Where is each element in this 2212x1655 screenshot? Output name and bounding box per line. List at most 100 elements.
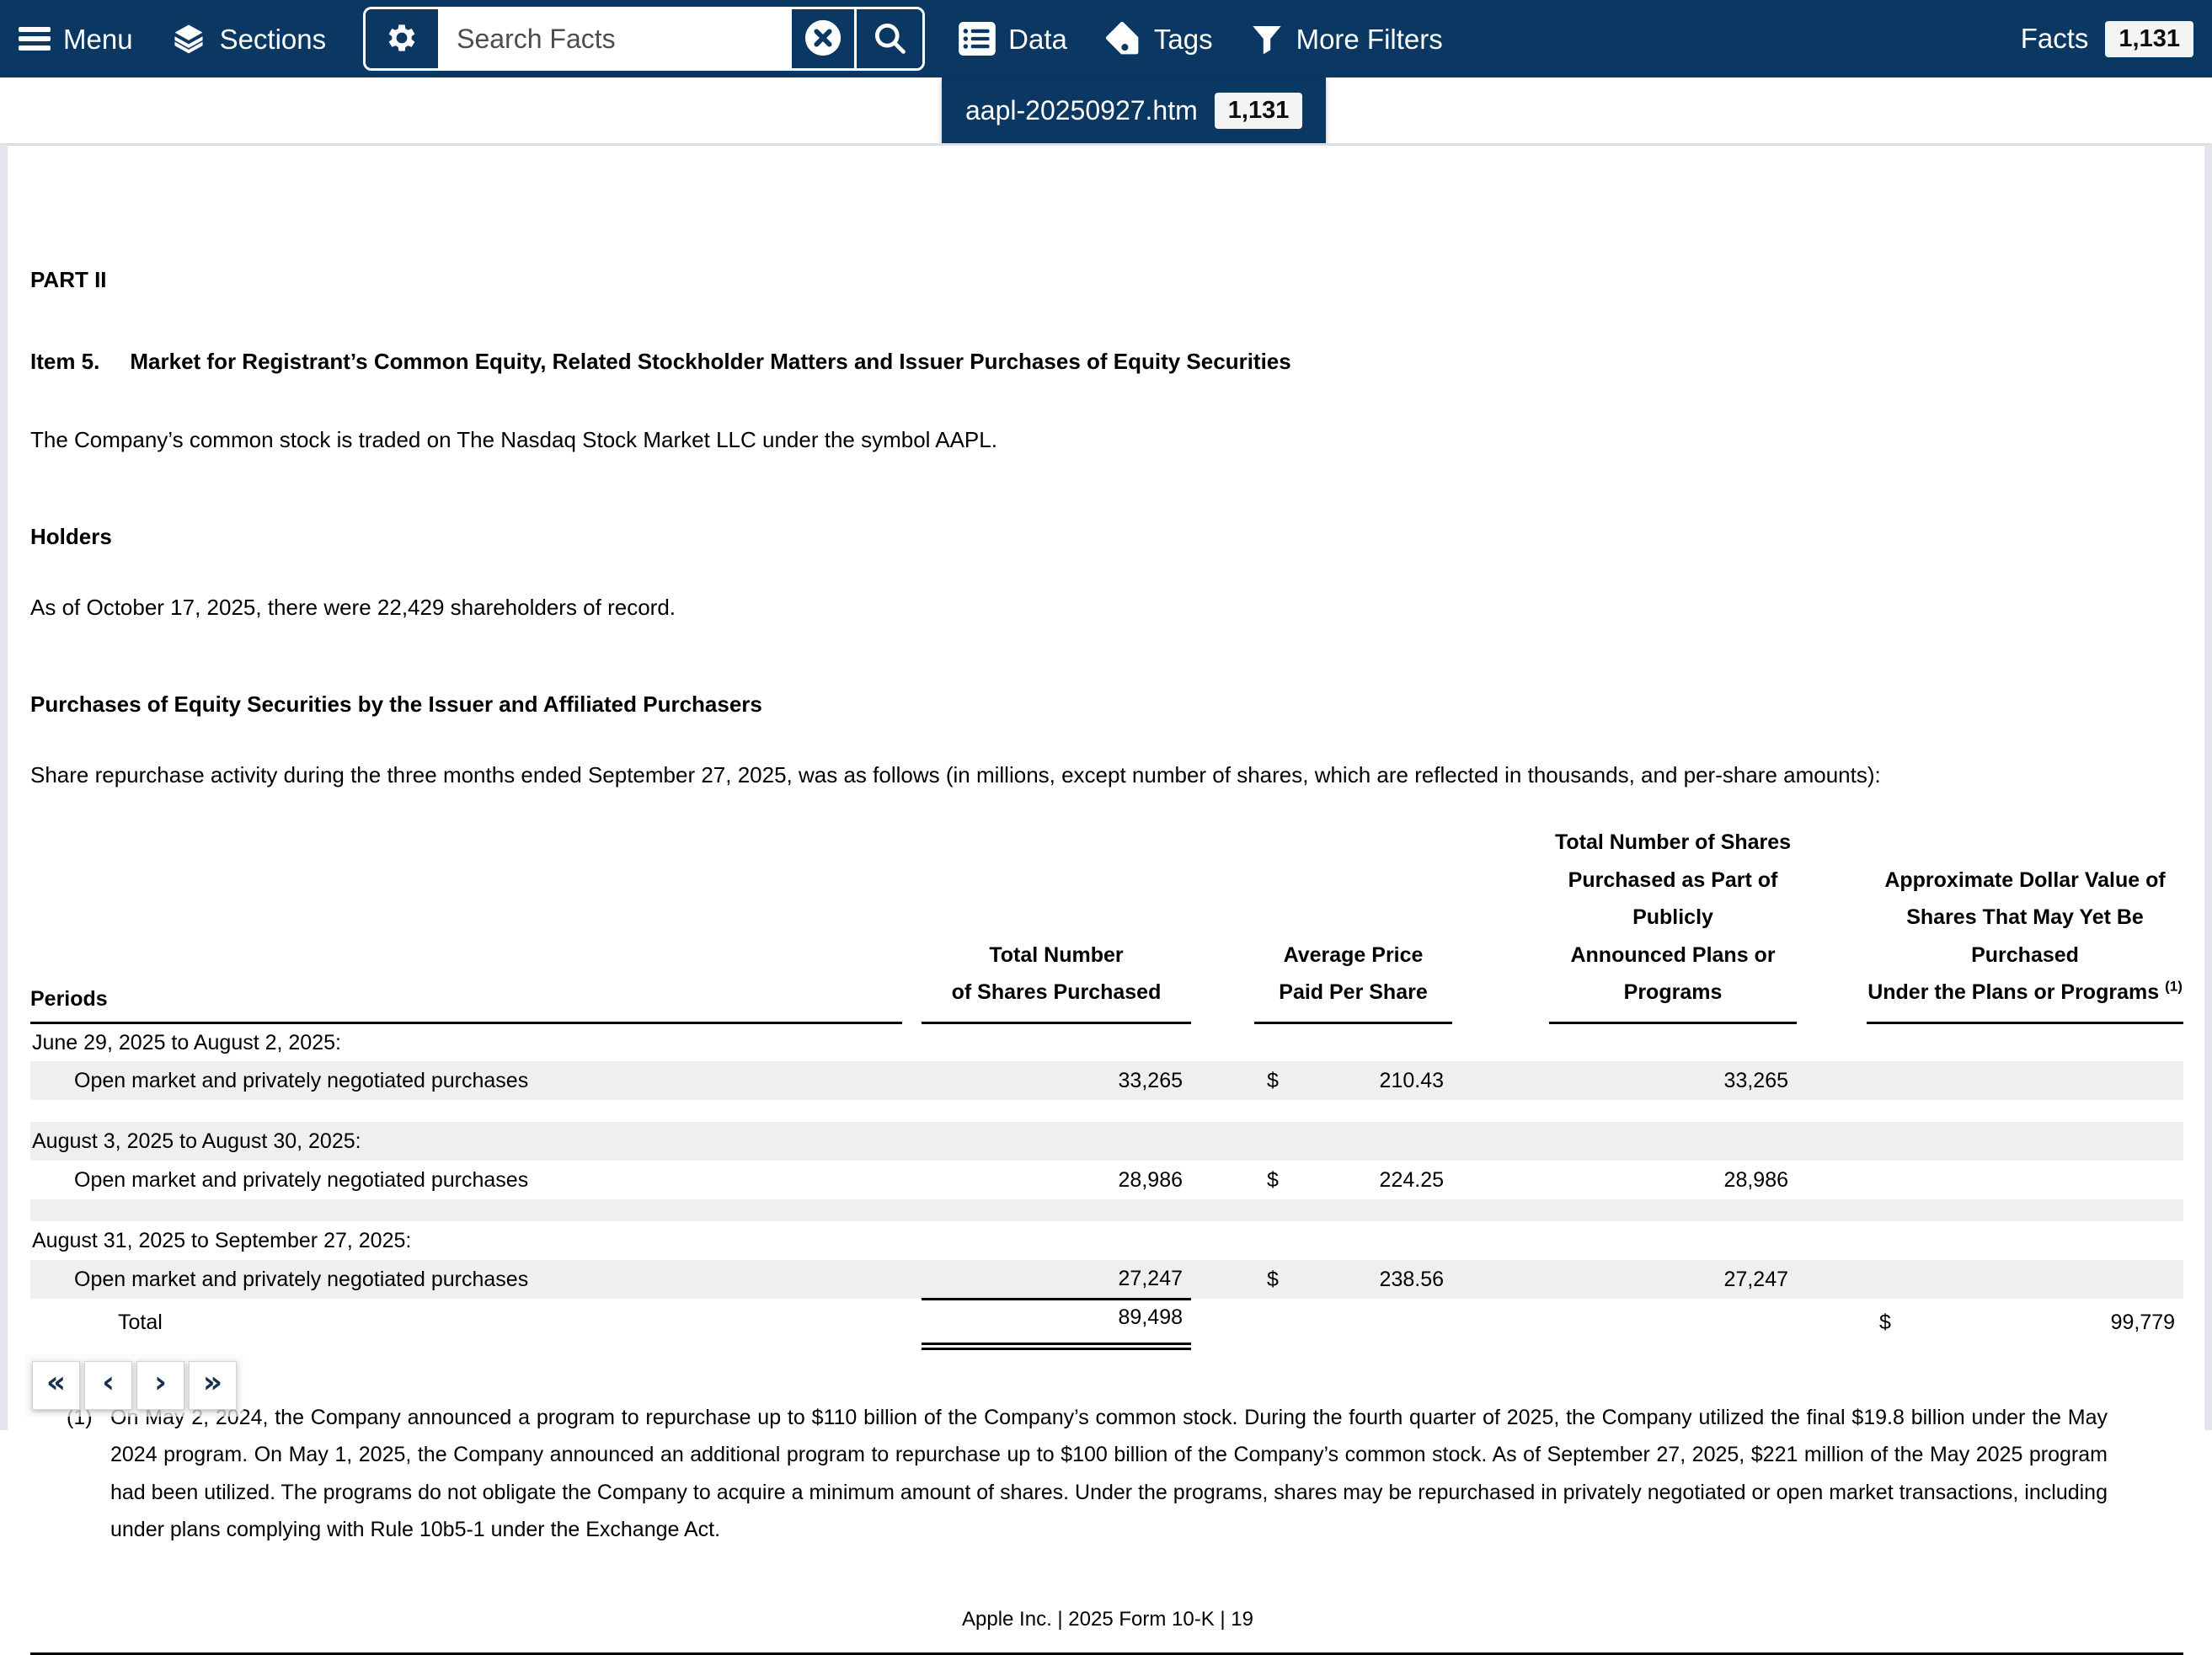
table-row-spacer xyxy=(30,1199,2184,1222)
col-header-average-price: Average Price Paid Per Share xyxy=(1254,824,1453,1024)
last-page-button[interactable]: » xyxy=(189,1361,237,1410)
tab-document-aapl[interactable]: aapl-20250927.htm 1,131 xyxy=(942,77,1327,143)
table-cell xyxy=(902,1260,922,1299)
table-cell xyxy=(1191,1299,1254,1346)
menu-button[interactable]: Menu xyxy=(19,25,133,53)
gear-icon xyxy=(383,19,420,59)
sections-button[interactable]: Sections xyxy=(170,20,327,57)
empty-cell xyxy=(1867,1161,1913,1199)
shares-purchased-value[interactable]: 33,265 xyxy=(1118,1068,1183,1092)
table-cell xyxy=(1191,1260,1254,1299)
funnel-icon xyxy=(1250,21,1284,56)
first-page-button[interactable]: « xyxy=(32,1361,80,1410)
header-gap xyxy=(1191,824,1254,1022)
search-icon xyxy=(871,19,908,59)
currency-symbol: $ xyxy=(1267,1267,1279,1291)
total-shares-value[interactable]: 89,498 xyxy=(922,1299,1191,1350)
table-cell xyxy=(1452,1299,1549,1346)
data-button[interactable]: Data xyxy=(959,22,1067,56)
table-row-data: Open market and privately negotiated pur… xyxy=(30,1260,2184,1300)
header-gap xyxy=(902,824,922,1022)
item5-heading: Item 5. Market for Registrant’s Common Eq… xyxy=(30,349,2185,375)
layers-icon xyxy=(170,20,207,57)
page-footer: Apple Inc. | 2025 Form 10-K | 19 xyxy=(962,1607,1253,1631)
sections-label: Sections xyxy=(219,23,327,55)
tags-button[interactable]: Tags xyxy=(1104,20,1213,57)
plan-shares-value[interactable]: 28,986 xyxy=(1723,1167,1789,1192)
empty-cell xyxy=(1549,1299,1797,1346)
average-price-value[interactable]: 210.43 xyxy=(1379,1068,1445,1092)
col-header-dollar-value-text: Under the Plans or Programs xyxy=(1867,980,2160,1005)
col-header-total-shares: Total Number of Shares Purchased xyxy=(922,824,1191,1024)
spacer-row xyxy=(30,1100,2183,1122)
data-list-icon xyxy=(959,22,996,56)
col-header-dollar-value-lines: Approximate Dollar Value of Shares That … xyxy=(1884,868,2166,967)
plan-shares-value[interactable]: 27,247 xyxy=(1723,1267,1789,1291)
clear-search-button[interactable] xyxy=(792,9,855,68)
search-group xyxy=(363,7,926,71)
tab-filename: aapl-20250927.htm xyxy=(965,94,1198,125)
table-row-period: June 29, 2025 to August 2, 2025: xyxy=(30,1022,2183,1061)
table-cell xyxy=(1452,1161,1549,1199)
search-settings-button[interactable] xyxy=(366,9,439,68)
table-cell xyxy=(1797,1260,1867,1299)
repurchase-table-body: June 29, 2025 to August 2, 2025: Open mar… xyxy=(30,1022,2184,1350)
header-gap xyxy=(1452,824,1549,1022)
average-price-value[interactable]: 238.56 xyxy=(1379,1267,1445,1291)
circle-x-icon xyxy=(804,19,842,60)
remaining-dollar-value[interactable]: 99,779 xyxy=(2110,1310,2176,1334)
footnote-1: (1) On May 2, 2024, the Company announce… xyxy=(67,1399,2185,1549)
empty-cell xyxy=(1867,1260,1913,1299)
footer-rule xyxy=(30,1652,2183,1655)
empty-cell xyxy=(1913,1161,2183,1199)
tab-bar: aapl-20250927.htm 1,131 xyxy=(0,77,2212,143)
table-cell xyxy=(1191,1061,1254,1100)
currency-symbol: $ xyxy=(1267,1167,1279,1192)
plan-shares-value[interactable]: 33,265 xyxy=(1723,1068,1789,1092)
repurchase-intro-paragraph: Share repurchase activity during the thr… xyxy=(30,762,1881,788)
table-cell xyxy=(1797,1299,1867,1346)
table-row-period: August 31, 2025 to September 27, 2025: xyxy=(30,1221,2183,1260)
table-cell xyxy=(902,1299,922,1346)
facts-count-badge[interactable]: 1,131 xyxy=(2105,20,2193,57)
facts-counter: Facts 1,131 xyxy=(2020,20,2193,57)
table-header-row: Periods Total Number of Shares Purchased… xyxy=(30,824,2184,1024)
search-divider xyxy=(854,9,858,68)
shares-purchased-value[interactable]: 28,986 xyxy=(1118,1167,1183,1192)
item-number: Item 5. xyxy=(30,349,100,374)
col-header-periods: Periods xyxy=(30,824,902,1024)
row-label: Open market and privately negotiated pur… xyxy=(74,1267,529,1291)
col-header-dollar-value: Approximate Dollar Value of Shares That … xyxy=(1867,824,2184,1024)
table-row-data: Open market and privately negotiated pur… xyxy=(30,1161,2183,1199)
footnote-reference: (1) xyxy=(2165,978,2183,995)
row-label: Open market and privately negotiated pur… xyxy=(74,1068,529,1092)
previous-page-button[interactable]: ‹ xyxy=(84,1361,132,1410)
table-cell xyxy=(1452,1260,1549,1299)
period-label: August 31, 2025 to September 27, 2025: xyxy=(32,1228,412,1252)
table-cell xyxy=(902,1161,922,1199)
page-navigation: « ‹ › » xyxy=(25,1354,243,1417)
spacer-row xyxy=(30,1199,2183,1221)
search-input[interactable] xyxy=(438,9,793,68)
tag-icon xyxy=(1104,20,1141,57)
more-filters-button[interactable]: More Filters xyxy=(1250,21,1443,56)
menu-label: Menu xyxy=(63,23,133,55)
table-row-spacer xyxy=(30,1100,2183,1122)
facts-label: Facts xyxy=(2020,23,2089,54)
footnote-marker: (1) xyxy=(67,1405,93,1429)
header-gap xyxy=(1797,824,1867,1022)
empty-cell xyxy=(1867,1061,1913,1100)
average-price-value[interactable]: 224.25 xyxy=(1379,1167,1445,1192)
table-row-total: Total 89,498 $99,779 xyxy=(30,1299,2183,1350)
shares-purchased-value[interactable]: 27,247 xyxy=(922,1260,1191,1300)
table-cell xyxy=(1452,1061,1549,1100)
hamburger-icon xyxy=(19,25,51,52)
empty-cell xyxy=(1305,1299,1452,1346)
search-submit-button[interactable] xyxy=(857,9,923,68)
empty-cell xyxy=(1254,1299,1305,1346)
footnote-text: On May 2, 2024, the Company announced a … xyxy=(110,1405,2108,1542)
col-header-dollar-value-lastline: Under the Plans or Programs (1) xyxy=(1867,980,2183,1004)
table-cell xyxy=(1191,1161,1254,1199)
next-page-button[interactable]: › xyxy=(136,1361,184,1410)
more-filters-label: More Filters xyxy=(1296,23,1443,55)
